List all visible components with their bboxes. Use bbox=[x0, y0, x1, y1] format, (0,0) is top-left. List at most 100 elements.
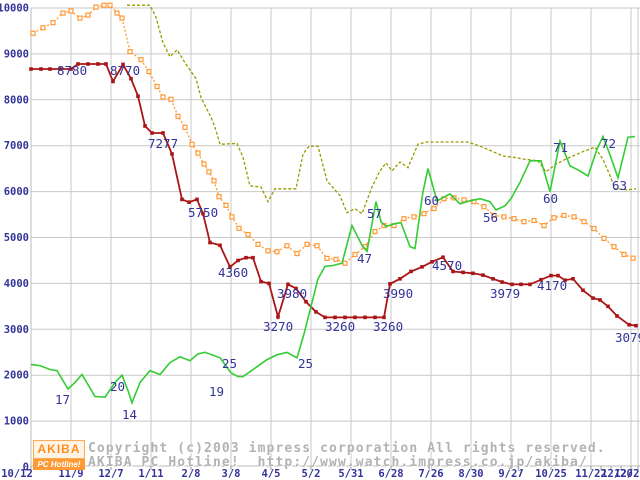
x-axis-tick-label: 6/28 bbox=[378, 468, 403, 480]
data-point-marker bbox=[561, 212, 567, 219]
point-value-label: 60 bbox=[424, 193, 439, 208]
data-point-marker bbox=[208, 240, 212, 245]
data-point-marker bbox=[500, 280, 504, 284]
data-point-marker bbox=[510, 282, 514, 287]
y-axis-labels: 1000090008000700060005000400030002000100… bbox=[0, 3, 29, 474]
green-solid-line-path bbox=[30, 134, 636, 406]
data-point-marker bbox=[451, 269, 455, 274]
green-solid-line bbox=[30, 134, 636, 406]
x-axis-tick-label: 12/20 bbox=[601, 468, 633, 480]
data-point-marker bbox=[170, 152, 174, 156]
point-value-label: 3979 bbox=[490, 286, 520, 301]
data-point-marker bbox=[86, 62, 90, 66]
data-point-marker bbox=[373, 315, 377, 320]
point-value-label: 56 bbox=[483, 210, 498, 225]
point-value-label: 25 bbox=[298, 356, 313, 371]
data-point-marker bbox=[621, 251, 627, 258]
data-point-marker bbox=[314, 310, 318, 314]
data-point-marker bbox=[481, 204, 487, 210]
data-point-marker bbox=[581, 288, 585, 293]
data-point-marker bbox=[627, 322, 631, 327]
x-axis-tick-label: 5/31 bbox=[338, 468, 363, 480]
data-point-marker bbox=[571, 214, 577, 220]
y-axis-tick-label: 3000 bbox=[4, 324, 29, 336]
data-point-marker bbox=[68, 8, 74, 14]
data-point-marker bbox=[531, 217, 537, 224]
y-axis-tick-label: 4000 bbox=[4, 278, 29, 290]
data-point-marker bbox=[372, 228, 378, 235]
data-point-marker bbox=[294, 286, 298, 291]
point-value-label: 8770 bbox=[110, 63, 140, 78]
data-point-marker bbox=[182, 124, 188, 130]
data-point-marker bbox=[528, 282, 532, 287]
data-point-marker bbox=[76, 62, 80, 66]
data-point-marker bbox=[40, 25, 46, 31]
data-point-marker bbox=[236, 225, 242, 231]
data-point-marker bbox=[398, 277, 402, 281]
point-value-label: 57 bbox=[367, 206, 382, 221]
point-value-label: 60 bbox=[543, 191, 558, 206]
data-point-marker bbox=[107, 2, 113, 8]
red-solid-line-path bbox=[31, 62, 637, 327]
data-point-marker bbox=[251, 255, 255, 260]
olive-dashed-line bbox=[127, 4, 637, 215]
data-point-marker bbox=[211, 178, 217, 184]
data-point-marker bbox=[601, 235, 607, 242]
data-point-marker bbox=[511, 216, 517, 222]
data-point-marker bbox=[598, 298, 602, 302]
data-point-marker bbox=[363, 315, 367, 320]
data-point-marker bbox=[104, 62, 108, 66]
data-point-marker bbox=[223, 202, 229, 208]
data-point-marker bbox=[401, 216, 407, 222]
data-point-marker bbox=[127, 49, 133, 55]
data-point-marker bbox=[420, 265, 424, 269]
point-value-label: 47 bbox=[357, 251, 372, 266]
data-point-marker bbox=[267, 281, 271, 286]
x-axis-tick-label: 3/8 bbox=[222, 468, 241, 480]
y-axis-tick-label: 10000 bbox=[0, 3, 29, 15]
data-point-marker bbox=[160, 94, 166, 100]
akiba-pc-hotline-logo: AKIBA PC Hotline! bbox=[33, 440, 85, 470]
data-point-marker bbox=[541, 222, 547, 229]
y-axis-tick-label: 2000 bbox=[4, 370, 29, 382]
data-point-marker bbox=[441, 255, 445, 260]
point-value-label: 3260 bbox=[373, 319, 403, 334]
copyright-line: Copyright (c)2003 impress corporation Al… bbox=[88, 441, 606, 456]
x-axis-tick-label: 7/26 bbox=[418, 468, 443, 480]
point-value-label: 17 bbox=[55, 392, 70, 407]
data-point-marker bbox=[411, 214, 417, 220]
data-point-marker bbox=[276, 315, 280, 319]
point-value-label: 14 bbox=[122, 407, 137, 422]
data-point-marker bbox=[129, 76, 133, 81]
data-point-marker bbox=[388, 282, 392, 286]
data-point-marker bbox=[48, 67, 52, 71]
data-point-marker bbox=[615, 314, 619, 318]
data-point-marker bbox=[150, 131, 154, 135]
data-point-marker bbox=[60, 10, 66, 16]
x-axis-tick-label: 2/8 bbox=[182, 468, 201, 480]
data-point-marker bbox=[304, 241, 310, 247]
point-value-label: 71 bbox=[553, 140, 568, 155]
data-point-marker bbox=[195, 197, 199, 202]
data-point-marker bbox=[187, 200, 191, 204]
y-axis-tick-label: 1000 bbox=[4, 416, 29, 428]
y-axis-tick-label: 6000 bbox=[4, 186, 29, 198]
data-point-marker bbox=[556, 273, 560, 278]
point-value-label: 3990 bbox=[383, 286, 413, 301]
x-axis-tick-label: 1/11 bbox=[138, 468, 163, 480]
site-url-line: AKIBA PC Hotline! http://www.watch.impre… bbox=[88, 455, 588, 470]
data-point-marker bbox=[501, 214, 507, 220]
point-value-label: 19 bbox=[209, 384, 224, 399]
data-point-marker bbox=[228, 265, 232, 269]
data-point-marker bbox=[471, 271, 475, 276]
data-point-marker bbox=[284, 243, 290, 249]
data-point-marker bbox=[342, 260, 348, 266]
data-point-marker bbox=[304, 299, 308, 304]
point-value-label: 3260 bbox=[325, 319, 355, 334]
data-point-marker bbox=[274, 249, 280, 255]
data-point-marker bbox=[421, 211, 427, 217]
data-point-marker bbox=[549, 273, 553, 278]
data-point-marker bbox=[382, 315, 386, 320]
point-value-label: 25 bbox=[222, 356, 237, 371]
